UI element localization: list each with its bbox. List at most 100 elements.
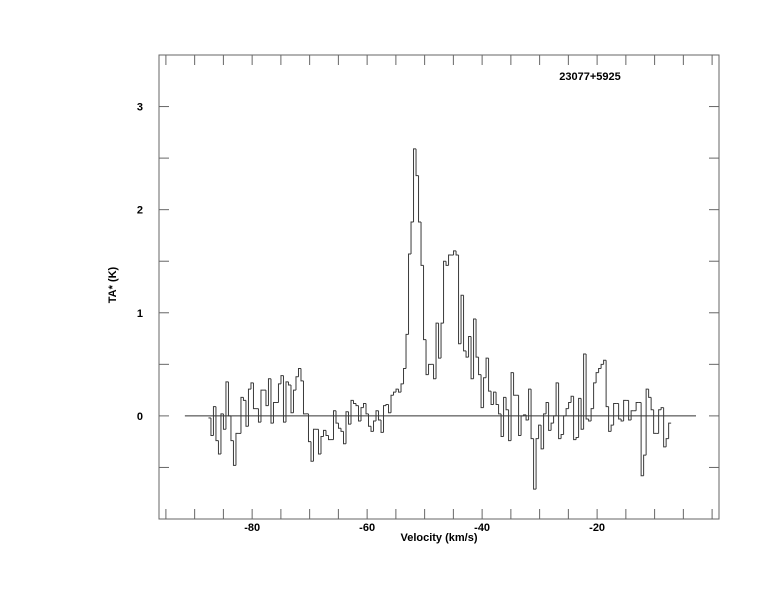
spectrum-channel [475,318,479,358]
spectrum-channel [640,402,644,477]
spectrum-channel [553,415,557,424]
spectrum-channel [548,402,552,431]
spectrum-channel [322,429,326,437]
spectrum-channel [575,437,579,440]
spectrum-channel [478,357,482,376]
axis-tick-labels: -80 -60 -40 -20 0 1 2 3 [137,102,605,534]
spectrum-channel [543,413,547,449]
spectrum-channel [423,265,427,341]
spectrum-channel [610,424,614,432]
spectrum-channel [538,424,542,439]
spectrum-channel [250,382,254,390]
x-tick-label: -20 [589,522,605,534]
x-tick-label: -40 [474,522,490,534]
spectrum-channel [373,420,377,432]
spectrum-channel [300,368,304,382]
spectrum-channel [565,408,569,416]
spectrum-channel [555,382,559,416]
spectrum-channel [588,418,592,422]
spectrum-channel [455,250,459,256]
y-tick-label: 0 [137,411,143,423]
spectrum-channel [230,415,234,442]
spectrum-channel [510,372,514,441]
spectrum-channel [285,381,289,423]
spectrum-channel [247,388,251,427]
spectrum-channel [405,333,409,369]
spectrum-channel [650,397,654,411]
spectrum-channel [260,389,264,423]
spectrum-channel [453,250,457,256]
spectrum-channel [578,397,582,438]
spectrum-channel [433,364,437,380]
axis-ticks [159,55,719,519]
spectrum-channel [495,392,499,406]
spectrum-channel [628,400,632,421]
spectrum-channel [593,382,597,409]
spectrum-channel [245,400,249,427]
spectrum-channel [465,350,469,358]
spectrum-series [208,148,672,490]
spectrum-channel [438,323,442,359]
spectrum-channel [573,396,577,441]
spectrum-channel [327,435,331,441]
spectrum-channel [598,367,602,373]
spectrum-channel [558,382,562,440]
spectrum-channel [225,381,229,430]
spectrum-channel [410,221,414,255]
spectrum-channel [445,261,449,266]
spectrum-channel [343,431,347,445]
spectrum-channel [603,359,607,365]
plot-frame [158,54,720,520]
spectrum-channel [563,415,567,435]
spectrum-channel [470,336,474,380]
spectrum-channel [518,395,522,436]
spectrum-channel [385,404,389,406]
spectrum-channel [378,410,382,421]
spectrum-channel [340,428,344,432]
spectrum-channel [235,432,239,466]
spectrum-channel [498,404,502,415]
chart-title: 23077+5925 [559,71,620,83]
spectrum-channel [272,401,276,424]
spectrum-channel [267,378,271,406]
spectrum-channel [620,418,624,422]
spectrum-channel [210,417,214,436]
spectrum-channel [380,420,384,433]
spectrum-channel [312,428,316,462]
spectrum-channel [535,438,539,490]
spectrum-channel [608,406,612,432]
spectrum-channel [645,388,649,456]
spectrum-channel [583,353,587,430]
spectrum-channel [360,407,364,422]
spectrum-channel [570,395,574,403]
spectrum-channel [390,394,394,413]
spectrum-channel [480,374,484,409]
spectrum-channel [388,404,392,414]
spectrum-channel [413,148,417,223]
y-axis-label: TA* (K) [107,266,119,303]
spectrum-channel [370,426,374,432]
spectrum-channel [428,363,432,375]
spectrum-channel [287,381,291,386]
spectrum-channel [257,408,261,423]
spectrum-channel [408,253,412,335]
spectrum-channel [440,322,444,359]
spectrum-channel [540,425,544,450]
x-axis-label: Velocity (km/s) [400,532,477,544]
spectrum-channel [595,372,599,383]
spectrum-channel [605,360,609,408]
spectrum-channel [600,363,604,369]
spectrum-channel [277,383,281,403]
spectrum-channel [660,407,664,410]
spectrum-channel [220,413,224,455]
spectrum-channel [242,397,246,401]
spectrum-channel [368,413,372,427]
spectrum-channel [508,409,512,442]
spectrum-channel [232,440,236,466]
spectrum-channel [490,391,494,406]
spectrum-channel [227,381,231,417]
spectrum-channel [505,397,509,411]
spectrum-channel [345,411,349,444]
spectrum-channel [665,438,669,447]
x-tick-label: -80 [244,522,260,534]
